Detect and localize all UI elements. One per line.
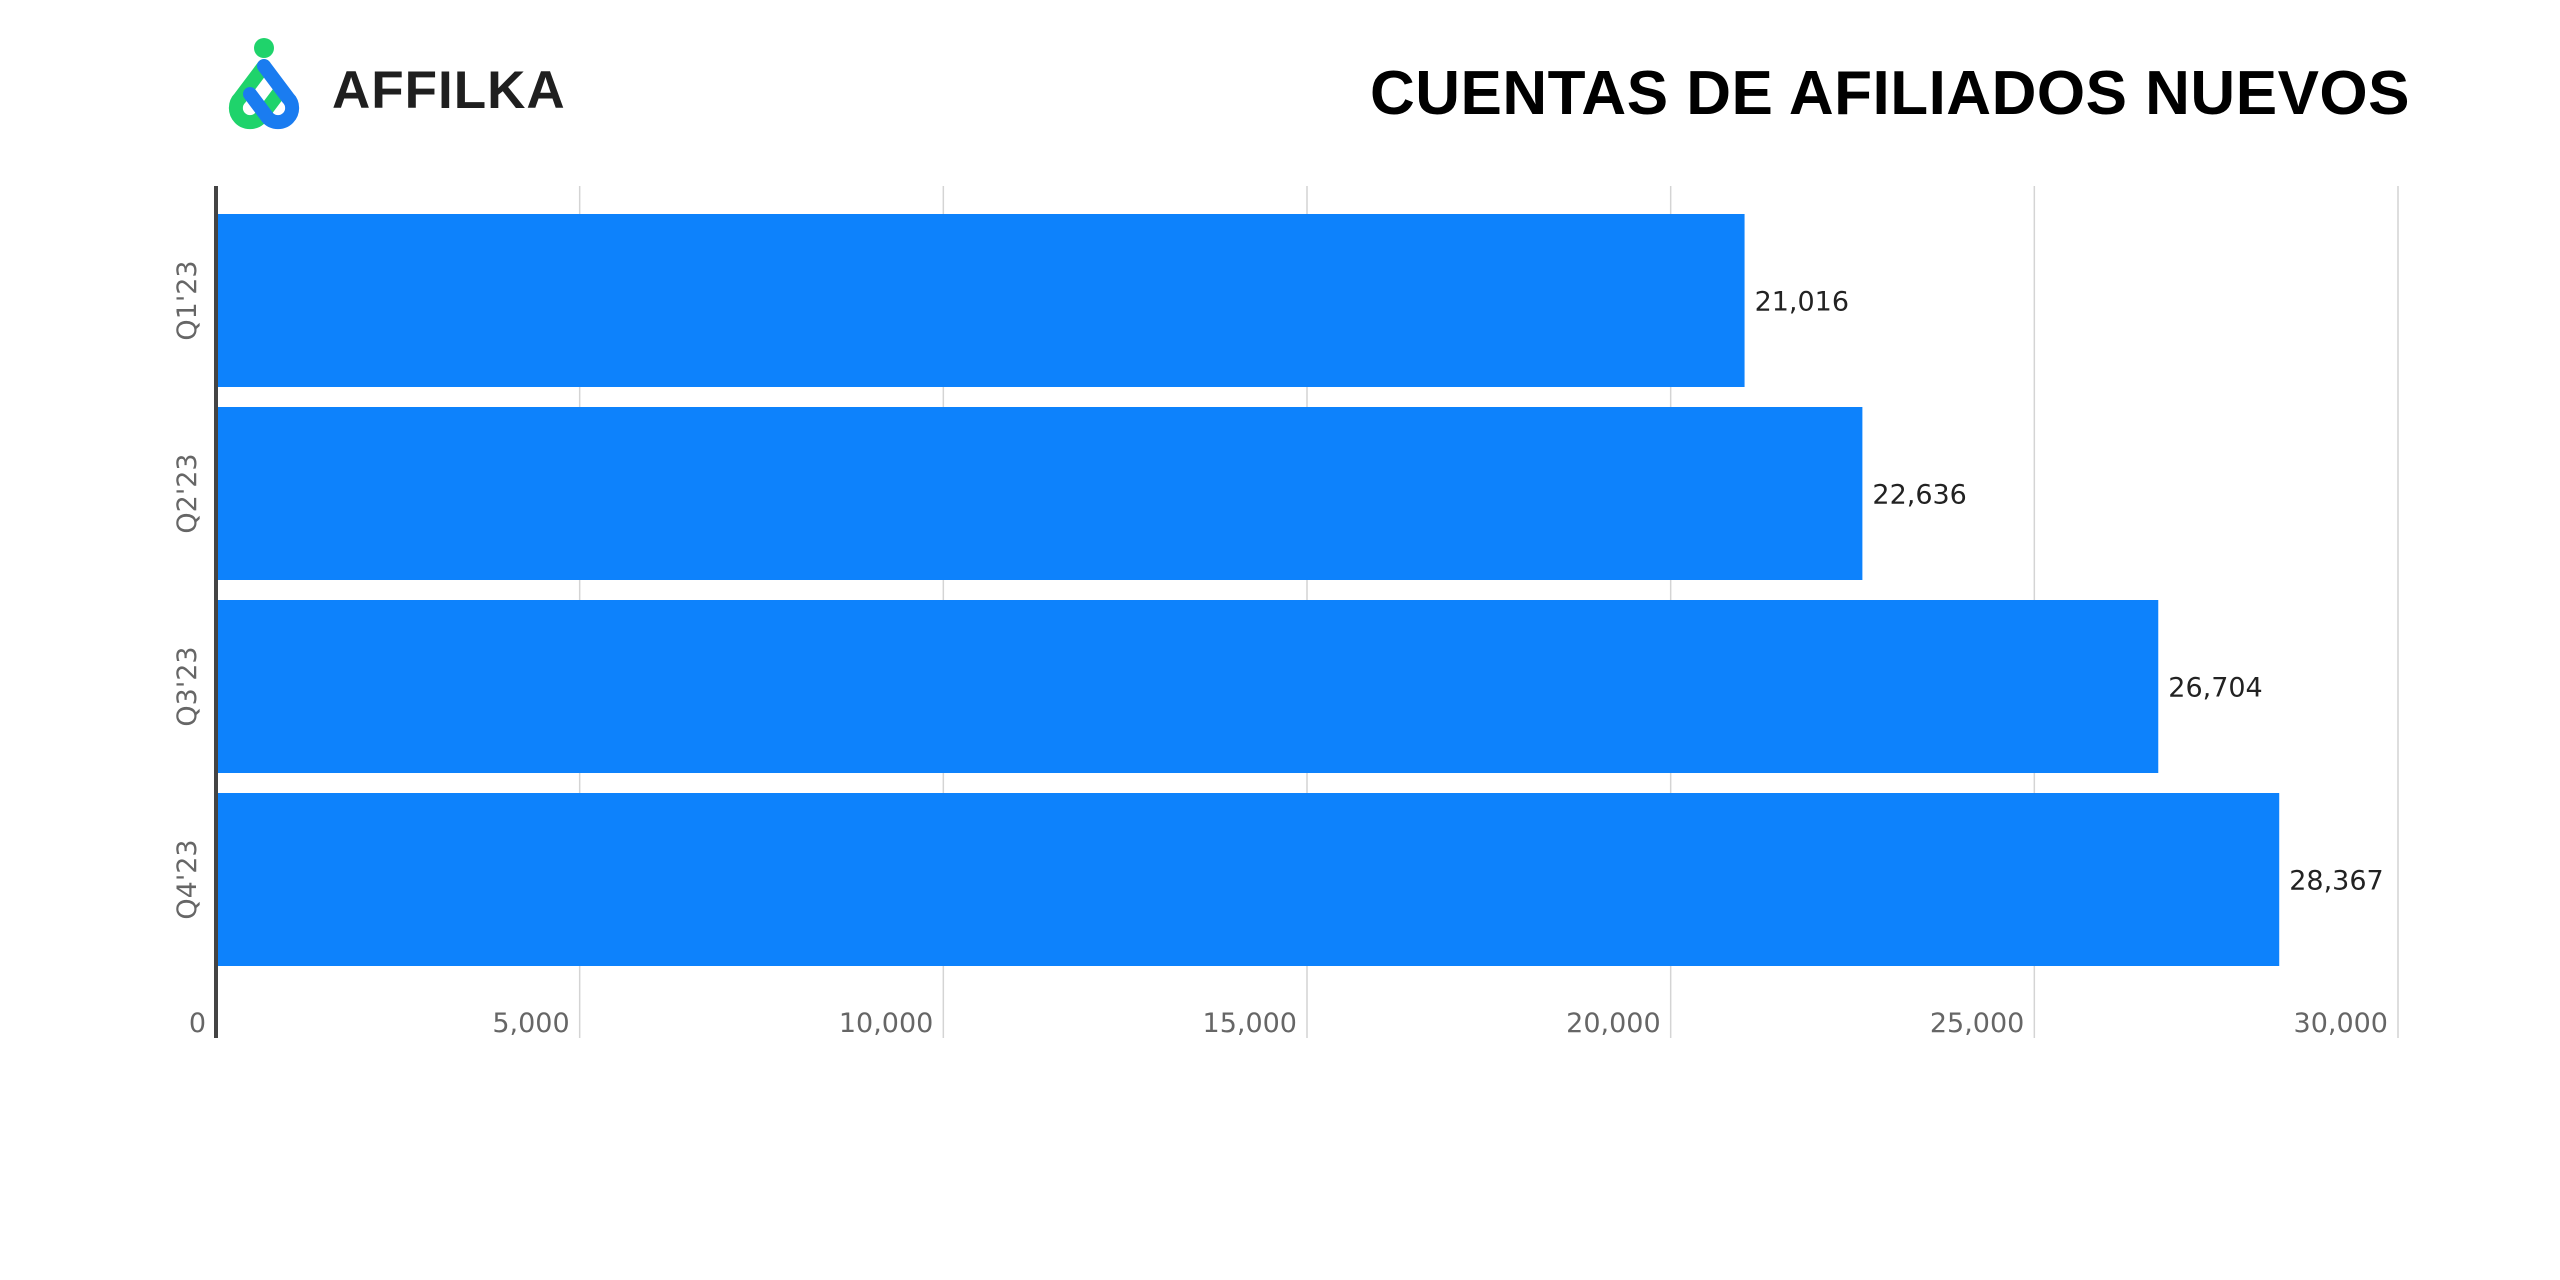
x-tick-label: 5,000 [492, 1008, 569, 1039]
data-label: 21,016 [1755, 287, 1849, 318]
category-label: Q3'23 [172, 646, 203, 726]
category-label: Q4'23 [172, 839, 203, 919]
x-tick-label: 10,000 [839, 1008, 933, 1039]
x-tick-label: 0 [189, 1008, 206, 1039]
data-label: 28,367 [2289, 866, 2383, 897]
x-tick-label: 20,000 [1566, 1008, 1660, 1039]
affilka-logo-icon [228, 38, 300, 130]
bar [216, 407, 1863, 580]
category-label: Q2'23 [172, 453, 203, 533]
bar [216, 793, 2280, 966]
category-label: Q1'23 [172, 260, 203, 340]
chart-title: CUENTAS DE AFILIADOS NUEVOS [1369, 59, 2410, 128]
brand-logo: AFFILKA [222, 36, 566, 136]
brand-name: AFFILKA [332, 60, 566, 120]
bar [216, 600, 2159, 773]
data-label: 22,636 [1872, 480, 1966, 511]
bar [216, 214, 1745, 387]
x-tick-label: 25,000 [1930, 1008, 2024, 1039]
x-tick-label: 30,000 [2294, 1008, 2388, 1039]
data-label: 26,704 [2168, 673, 2262, 704]
x-tick-label: 15,000 [1203, 1008, 1297, 1039]
